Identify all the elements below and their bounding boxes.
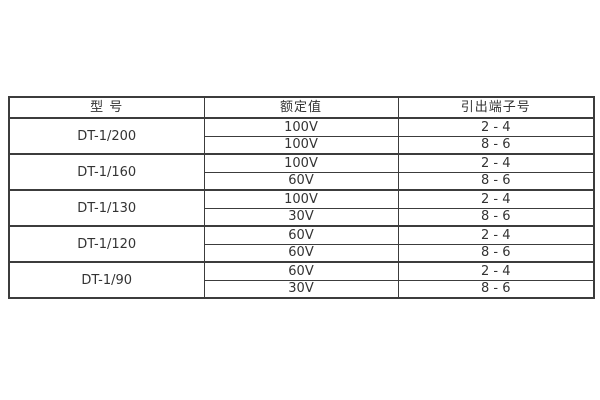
terminal-cell: 2 - 4 — [397, 117, 595, 137]
rated-value-cell: 100V — [203, 117, 399, 137]
table-row: 30V 8 - 6 — [9, 279, 595, 299]
table-header-row: 型 号 额定值 引出端子号 — [8, 96, 595, 119]
header-rated-value: 额定值 — [203, 96, 399, 119]
terminal-cell: 2 - 4 — [397, 261, 595, 281]
model-cell: DT-1/160 — [8, 153, 205, 191]
model-cell: DT-1/130 — [8, 189, 205, 227]
table-row: DT-1/160 100V 2 - 4 — [8, 153, 595, 191]
rated-value-cell: 100V — [203, 189, 399, 209]
table-row: DT-1/90 60V 2 - 4 — [8, 261, 595, 299]
table-row: DT-1/120 60V 2 - 4 — [8, 225, 595, 263]
table-row: DT-1/130 100V 2 - 4 — [8, 189, 595, 227]
terminal-cell: 8 - 6 — [397, 135, 595, 155]
rated-value-cell: 60V — [203, 261, 399, 281]
table-row: DT-1/200 100V 2 - 4 — [8, 117, 595, 155]
model-cell: DT-1/90 — [8, 261, 205, 299]
spec-table: 型 号 额定值 引出端子号 DT-1/200 100V 2 - 4 100V 8… — [8, 96, 595, 299]
model-cell: DT-1/200 — [8, 117, 205, 155]
rated-value-cell: 60V — [203, 225, 399, 245]
terminal-cell: 2 - 4 — [397, 189, 595, 209]
rated-value-cell: 30V — [203, 279, 399, 299]
table-row: 30V 8 - 6 — [9, 207, 595, 227]
header-model: 型 号 — [8, 96, 205, 119]
rated-value-cell: 100V — [203, 135, 399, 155]
rated-value-cell: 60V — [203, 171, 399, 191]
rated-value-cell: 30V — [203, 207, 399, 227]
rated-value-cell: 60V — [203, 243, 399, 263]
terminal-cell: 8 - 6 — [397, 243, 595, 263]
terminal-cell: 8 - 6 — [397, 171, 595, 191]
header-terminal-number: 引出端子号 — [397, 96, 595, 119]
model-cell: DT-1/120 — [8, 225, 205, 263]
terminal-cell: 2 - 4 — [397, 225, 595, 245]
terminal-cell: 8 - 6 — [397, 279, 595, 299]
rated-value-cell: 100V — [203, 153, 399, 173]
terminal-cell: 2 - 4 — [397, 153, 595, 173]
terminal-cell: 8 - 6 — [397, 207, 595, 227]
